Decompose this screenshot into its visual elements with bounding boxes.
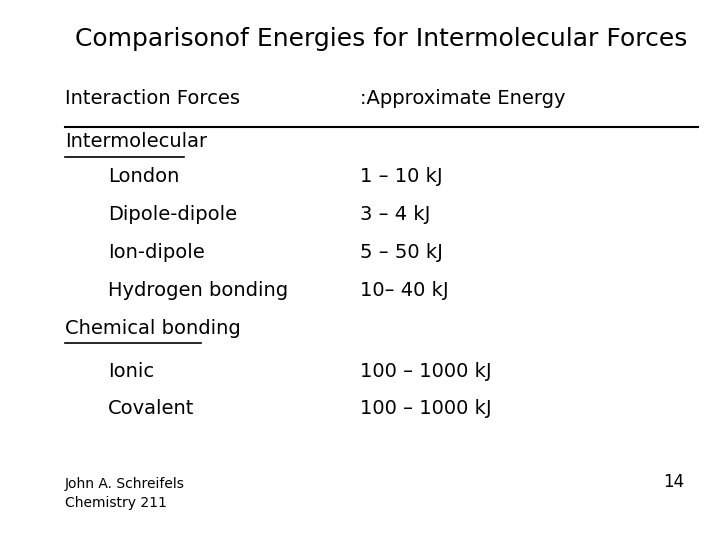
- Text: Chemical bonding: Chemical bonding: [65, 319, 240, 338]
- Text: Interaction Forces: Interaction Forces: [65, 89, 240, 108]
- Text: Ionic: Ionic: [108, 362, 154, 381]
- Text: 100 – 1000 kJ: 100 – 1000 kJ: [360, 400, 492, 419]
- Text: 10– 40 kJ: 10– 40 kJ: [360, 281, 449, 300]
- Text: Hydrogen bonding: Hydrogen bonding: [108, 281, 288, 300]
- Text: Covalent: Covalent: [108, 400, 194, 419]
- Text: Chemistry 211: Chemistry 211: [65, 496, 166, 510]
- Text: Comparisonof Energies for Intermolecular Forces: Comparisonof Energies for Intermolecular…: [76, 27, 688, 51]
- Text: 3 – 4 kJ: 3 – 4 kJ: [360, 205, 431, 224]
- Text: 5 – 50 kJ: 5 – 50 kJ: [360, 243, 443, 262]
- Text: 100 – 1000 kJ: 100 – 1000 kJ: [360, 362, 492, 381]
- Text: 1 – 10 kJ: 1 – 10 kJ: [360, 167, 443, 186]
- Text: London: London: [108, 167, 179, 186]
- Text: Ion-dipole: Ion-dipole: [108, 243, 204, 262]
- Text: 14: 14: [663, 474, 684, 491]
- Text: Intermolecular: Intermolecular: [65, 132, 207, 151]
- Text: :Approximate Energy: :Approximate Energy: [360, 89, 565, 108]
- Text: Dipole-dipole: Dipole-dipole: [108, 205, 237, 224]
- Text: John A. Schreifels: John A. Schreifels: [65, 477, 184, 491]
